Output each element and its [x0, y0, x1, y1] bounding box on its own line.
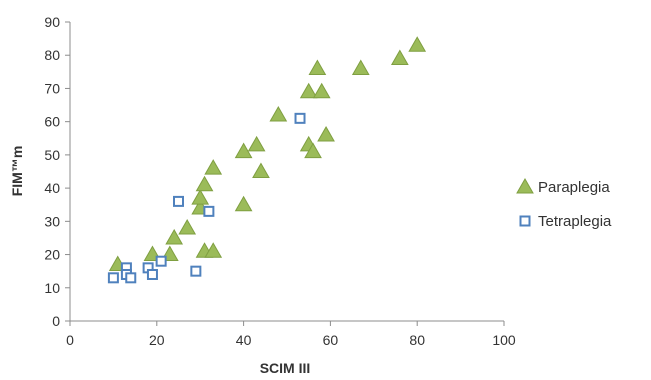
- x-tick-label: 0: [66, 332, 74, 348]
- legend-item-tetraplegia: Tetraplegia: [519, 213, 612, 230]
- y-tick-label: 70: [44, 80, 60, 96]
- paraplegia-point: [308, 59, 327, 76]
- paraplegia-point: [269, 106, 288, 122]
- tetraplegia-point: [146, 268, 158, 280]
- y-axis-title: FIM™m: [9, 146, 25, 197]
- legend: Paraplegia Tetraplegia: [516, 177, 612, 230]
- paraplegia-point: [408, 36, 427, 52]
- x-axis-title: SCIM III: [260, 360, 311, 376]
- y-tick-label: 40: [44, 180, 60, 196]
- y-tick-label: 80: [44, 47, 60, 63]
- data-points: [107, 36, 427, 284]
- paraplegia-point: [165, 228, 184, 245]
- x-tick-label: 60: [323, 332, 339, 348]
- legend-label: Tetraplegia: [538, 213, 612, 230]
- y-tick-label: 30: [44, 213, 60, 229]
- legend-item-paraplegia: Paraplegia: [516, 177, 610, 196]
- tetraplegia-point: [190, 265, 202, 277]
- paraplegia-point: [204, 242, 223, 258]
- paraplegia-point: [234, 195, 253, 212]
- paraplegia-point: [247, 135, 266, 152]
- x-tick-label: 100: [492, 332, 516, 348]
- legend-marker-paraplegia: [516, 177, 534, 194]
- tetraplegia-point: [173, 195, 184, 207]
- paraplegia-point: [178, 218, 197, 235]
- paraplegia-point: [351, 59, 370, 76]
- y-tick-label: 60: [44, 114, 60, 130]
- y-tick-label: 10: [44, 280, 60, 296]
- tetraplegia-point: [107, 272, 119, 284]
- paraplegia-point: [195, 175, 214, 192]
- tetraplegia-point: [294, 112, 306, 124]
- tetraplegia-point: [125, 272, 137, 284]
- y-tick-label: 20: [44, 247, 60, 263]
- paraplegia-point: [312, 82, 331, 99]
- series-tetraplegia: [107, 112, 306, 284]
- x-axis-ticks: 0 20 40 60 80 100: [66, 321, 516, 348]
- tetraplegia-point: [203, 205, 215, 217]
- paraplegia-point: [299, 82, 318, 99]
- x-tick-label: 80: [409, 332, 425, 348]
- paraplegia-point: [204, 159, 223, 175]
- y-tick-label: 0: [52, 313, 60, 329]
- legend-marker-tetraplegia: [519, 215, 531, 227]
- x-tick-label: 40: [236, 332, 252, 348]
- y-axis-ticks: 0 10 20 30 40 50 60 70 80 90: [44, 14, 70, 329]
- y-tick-label: 50: [44, 147, 60, 163]
- x-tick-label: 20: [149, 332, 165, 348]
- legend-label: Paraplegia: [538, 179, 610, 196]
- y-tick-label: 90: [44, 14, 60, 30]
- paraplegia-point: [191, 189, 210, 205]
- paraplegia-point: [317, 125, 335, 142]
- paraplegia-point: [390, 49, 409, 66]
- paraplegia-point: [234, 142, 253, 159]
- tetraplegia-point: [155, 255, 167, 267]
- paraplegia-point: [252, 162, 270, 178]
- series-paraplegia: [108, 36, 427, 272]
- plot-area: 0 10 20 30 40 50 60 70 80 90 0 20 40 60 80 100: [44, 14, 515, 348]
- paraplegia-point: [304, 142, 322, 159]
